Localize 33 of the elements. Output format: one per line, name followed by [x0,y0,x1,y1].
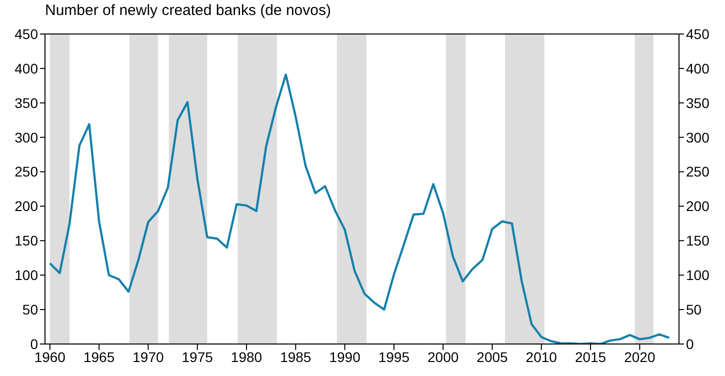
x-tick-label: 1985 [280,348,312,365]
y2-tick-label: 450 [686,26,710,42]
x-tick-label: 2000 [428,348,459,365]
y2-tick-label: 250 [686,164,710,180]
y2-tick-label: 400 [686,60,710,76]
y-tick-label: 100 [14,267,38,284]
line-series [48,74,670,344]
y-tick-label: 50 [22,302,38,318]
y-tick-label: 400 [14,60,38,76]
y-tick-label: 200 [14,198,38,214]
y-tick-label: 300 [14,129,38,146]
y-tick-label: 450 [14,26,38,42]
y2-tick-label: 100 [686,267,710,284]
y2-tick-label: 300 [686,129,710,146]
x-tick-label: 1990 [329,348,361,365]
y2-tick-label: 150 [686,232,710,249]
y-tick-label: 250 [14,164,38,180]
x-tick-label: 2020 [624,348,656,365]
x-tick-label: 1995 [378,348,410,365]
y2-tick-label: 50 [686,302,702,318]
x-tick-label: 2010 [526,348,558,365]
x-tick-label: 1975 [182,348,214,365]
y2-tick-label: 0 [686,336,694,352]
x-tick-label: 1965 [83,348,115,365]
x-tick-label: 2005 [476,348,508,365]
y2-tick-label: 350 [686,94,710,111]
y2-tick-label: 200 [686,198,710,214]
x-tick-label: 1970 [132,348,164,365]
y-tick-label: 350 [14,94,38,111]
x-tick-label: 1980 [230,348,262,365]
chart-title: Number of newly created banks (de novos) [45,2,331,19]
y-tick-label: 150 [14,232,38,249]
x-tick-label: 2015 [574,348,606,365]
